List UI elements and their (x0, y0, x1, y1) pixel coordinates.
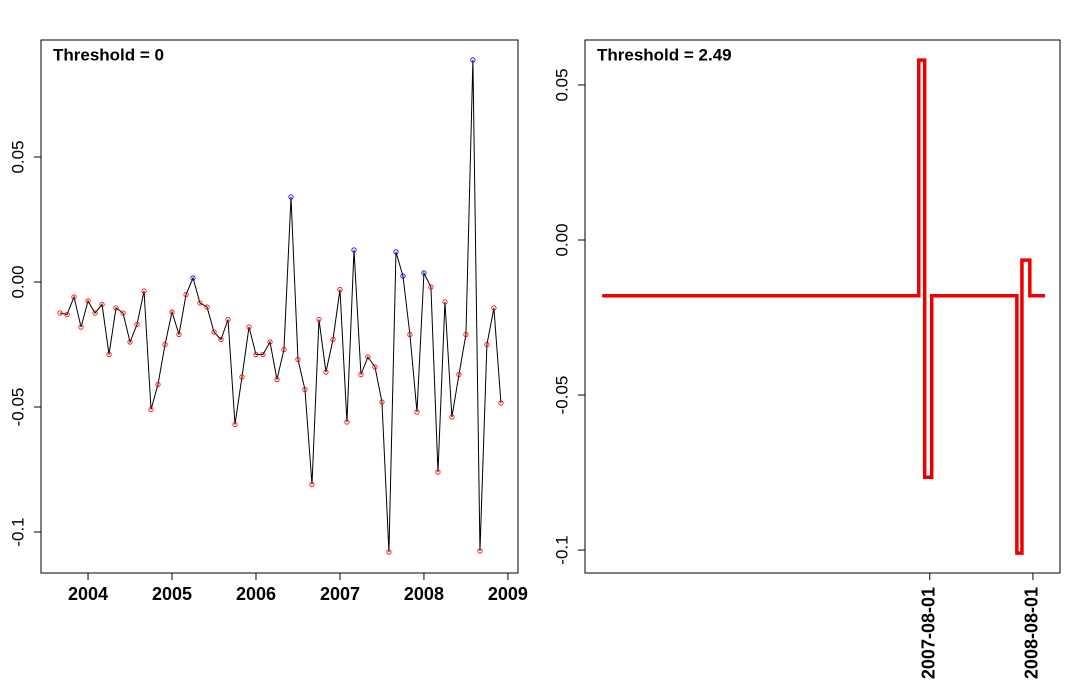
data-point (407, 331, 413, 338)
data-point (197, 300, 203, 306)
data-point (141, 288, 147, 294)
data-point (463, 331, 469, 338)
data-point (449, 414, 455, 420)
y-tick-label: 0.00 (552, 223, 571, 256)
data-point (414, 409, 420, 415)
x-tick-label: 2005 (152, 584, 192, 604)
data-point (498, 400, 504, 406)
data-point (323, 369, 329, 375)
panel-title: Threshold = 0 (53, 45, 164, 64)
data-point (85, 298, 91, 304)
data-point (92, 310, 98, 316)
y-tick-label: 0.00 (8, 265, 27, 298)
data-point (211, 329, 217, 335)
x-tick-label: 2007 (320, 584, 360, 604)
data-point (337, 286, 343, 293)
x-tick-label: 2008 (404, 584, 444, 604)
data-point (491, 305, 497, 311)
data-line (59, 59, 502, 553)
data-point (400, 273, 406, 279)
x-tick-label: 2008-08-01 (1022, 587, 1042, 679)
data-point (470, 57, 476, 63)
data-point (148, 406, 154, 413)
y-tick-label: -0.05 (552, 376, 571, 415)
data-point (274, 376, 280, 383)
data-point (162, 341, 168, 348)
data-point (57, 310, 63, 316)
data-point (120, 310, 126, 316)
data-point (253, 351, 259, 358)
data-point (239, 374, 245, 380)
data-point (316, 316, 322, 323)
data-point (456, 371, 462, 378)
data-point (267, 339, 273, 345)
data-point (344, 419, 350, 425)
data-point (64, 311, 70, 318)
data-point (281, 346, 287, 353)
data-point (218, 336, 224, 343)
data-point (442, 299, 448, 305)
data-point (309, 481, 315, 488)
plot-frame (40, 39, 519, 574)
data-point (484, 341, 490, 348)
x-tick-label: 2004 (68, 584, 108, 604)
data-point (232, 421, 238, 428)
data-point (393, 249, 399, 255)
data-point (113, 305, 119, 311)
y-tick-label: -0.1 (552, 535, 571, 564)
x-tick-label: 2007-08-01 (919, 587, 939, 679)
data-point (435, 469, 441, 475)
data-point (71, 294, 77, 300)
data-point (183, 291, 189, 298)
plot-frame (584, 39, 1061, 574)
data-point (358, 371, 364, 378)
y-tick-label: -0.05 (8, 388, 27, 427)
data-point (379, 399, 385, 405)
data-point (372, 364, 378, 370)
data-point (127, 339, 133, 345)
data-point (204, 304, 210, 310)
data-point (169, 309, 175, 315)
data-point (190, 275, 196, 281)
data-point (78, 324, 84, 330)
y-tick-label: 0.05 (8, 140, 27, 173)
data-point (99, 301, 105, 308)
data-point (330, 336, 336, 343)
y-tick-label: 0.05 (552, 68, 571, 101)
data-point (421, 270, 427, 276)
data-point (246, 324, 252, 330)
y-tick-label: -0.1 (8, 517, 27, 546)
data-point (302, 386, 308, 393)
data-point (155, 381, 161, 388)
data-point (225, 316, 231, 323)
step-line (602, 58, 1046, 555)
data-point (386, 549, 392, 555)
data-point (477, 548, 483, 554)
data-point (295, 356, 301, 363)
x-tick-label: 2006 (236, 584, 276, 604)
data-point (134, 321, 140, 328)
data-point (106, 351, 112, 358)
data-point (260, 351, 266, 358)
x-tick-label: 2009 (488, 584, 528, 604)
data-point (351, 247, 357, 253)
data-point (365, 354, 371, 360)
data-point (428, 284, 434, 290)
panel-title: Threshold = 2.49 (597, 45, 732, 64)
data-point (176, 331, 182, 338)
data-point (288, 194, 294, 200)
